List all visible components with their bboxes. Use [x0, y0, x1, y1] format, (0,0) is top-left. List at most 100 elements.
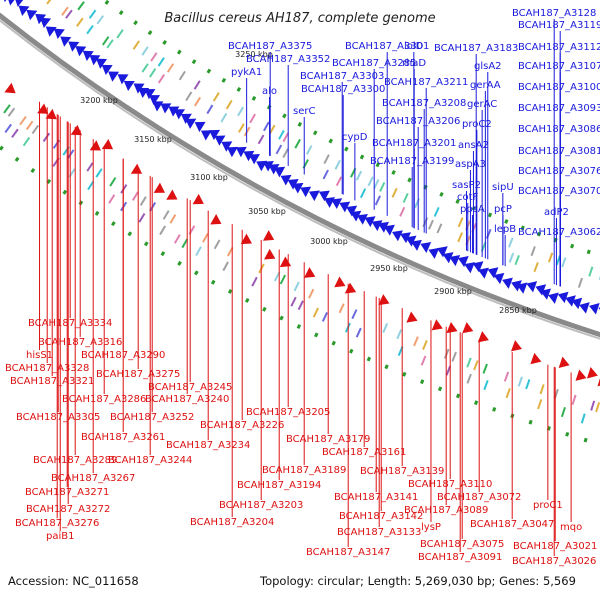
reverse-gene-label[interactable]: BCAH187_A3276 [15, 518, 99, 529]
reverse-gene-label[interactable]: BCAH187_A3245 [148, 382, 232, 393]
reverse-gene-label[interactable]: BCAH187_A3047 [470, 519, 554, 530]
reverse-gene-label[interactable]: BCAH187_A3234 [166, 440, 250, 451]
reverse-gene-label[interactable]: BCAH187_A3261 [81, 432, 165, 443]
forward-gene-label[interactable]: sipU [492, 182, 514, 193]
forward-gene-label[interactable]: cypD [342, 132, 368, 143]
reverse-gene-label[interactable]: mqo [560, 522, 582, 533]
forward-gene-label[interactable]: alo [262, 86, 277, 97]
reverse-gene-label[interactable]: BCAH187_A3267 [51, 473, 135, 484]
reverse-gene-label[interactable]: BCAH187_A3271 [25, 487, 109, 498]
reverse-gene-label[interactable]: BCAH187_A3205 [246, 407, 330, 418]
reverse-gene-label[interactable]: BCAH187_A3334 [28, 318, 112, 329]
reverse-gene-label[interactable]: BCAH187_A3328 [5, 363, 89, 374]
reverse-gene-label[interactable]: BCAH187_A3091 [418, 552, 502, 563]
forward-gene-label[interactable]: serC [293, 106, 315, 117]
forward-gene-label[interactable]: BCAH187_A3112 [518, 42, 600, 53]
reverse-gene-label[interactable]: BCAH187_A3203 [219, 500, 303, 511]
reverse-gene-label[interactable]: BCAH187_A3272 [26, 504, 110, 515]
forward-gene-label[interactable]: gerAA [470, 80, 501, 91]
reverse-gene-label[interactable]: BCAH187_A3110 [408, 479, 492, 490]
forward-gene-label[interactable]: ppsA [460, 204, 485, 215]
forward-gene-label[interactable]: BCAH187_A3199 [370, 156, 454, 167]
cog-function-bar [560, 407, 566, 418]
cog-function-bar [251, 276, 258, 287]
forward-gene-label[interactable]: BCAH187_A3303 [300, 71, 384, 82]
reverse-gene-label[interactable]: BCAH187_A3161 [322, 447, 406, 458]
reverse-gene-arrow [446, 321, 458, 334]
reverse-gene-label[interactable]: BCAH187_A3142 [339, 511, 423, 522]
reverse-gene-label[interactable]: BCAH187_A3252 [110, 412, 194, 423]
forward-gene-label[interactable]: BCAH187_A3206 [376, 116, 460, 127]
reverse-gene-label[interactable]: BCAH187_A3075 [420, 539, 504, 550]
forward-gene-label[interactable]: pcP [494, 204, 512, 215]
reverse-gene-label[interactable]: BCAH187_A3072 [437, 492, 521, 503]
forward-gene-label[interactable]: BCAH187_A3300 [301, 84, 385, 95]
forward-gene-label[interactable]: BCAH187_A3208 [382, 98, 466, 109]
forward-gene-arrow [144, 89, 156, 100]
reverse-gene-label[interactable]: BCAH187_A3189 [262, 465, 346, 476]
reverse-gene-label[interactable]: BCAH187_A3204 [190, 517, 274, 528]
reverse-gene-label[interactable]: lysP [421, 522, 441, 533]
forward-gene-label[interactable]: BCAH187_A3107 [518, 61, 600, 72]
reverse-gene-label[interactable]: BCAH187_A3141 [334, 492, 418, 503]
forward-gene-label[interactable]: sasP2 [452, 180, 481, 191]
forward-gene-label[interactable]: BCAH187_A3375 [228, 41, 312, 52]
reverse-gene-label[interactable]: BCAH187_A3321 [10, 376, 94, 387]
forward-gene-label[interactable]: BCAH187_A3201 [372, 138, 456, 149]
reverse-gene-label[interactable]: BCAH187_A3305 [16, 412, 100, 423]
reverse-gene-label[interactable]: BCAH187_A3286 [62, 394, 146, 405]
forward-gene-label[interactable]: lolD [404, 41, 424, 52]
forward-gene-label[interactable]: BCAH187_A3081 [518, 146, 600, 157]
scale-tick [210, 279, 216, 285]
forward-gene-label[interactable]: glsA2 [474, 61, 502, 72]
reverse-gene-label[interactable]: BCAH187_A3316 [38, 337, 122, 348]
reverse-gene-label[interactable]: BCAH187_A3179 [286, 434, 370, 445]
reverse-gene-label[interactable]: hisS1 [26, 350, 53, 361]
forward-gene-label[interactable]: lepB [494, 224, 516, 235]
forward-gene-label[interactable]: BCAH187_A3183 [434, 43, 518, 54]
forward-gene-label[interactable]: BCAH187_A3100 [518, 82, 600, 93]
forward-gene-label[interactable]: proC2 [462, 119, 492, 130]
forward-gene-label[interactable]: BCAH187_A3352 [246, 54, 330, 65]
reverse-gene-label[interactable]: BCAH187_A3244 [108, 455, 192, 466]
reverse-gene-label[interactable]: BCAH187_A3147 [306, 547, 390, 558]
forward-gene-label[interactable]: BCAH187_A3301 [345, 41, 429, 52]
scale-tick [147, 30, 153, 36]
reverse-gene-label[interactable]: proC1 [533, 500, 563, 511]
forward-gene-label[interactable]: gerAC [467, 99, 497, 110]
reverse-gene-arrow [304, 267, 316, 278]
reverse-gene-label[interactable]: BCAH187_A3290 [81, 350, 165, 361]
forward-gene-label[interactable]: BCAH187_A3211 [384, 77, 468, 88]
forward-gene-label[interactable]: BCAH187_A3285 [332, 58, 416, 69]
reverse-gene-label[interactable]: BCAH187_A3226 [200, 420, 284, 431]
reverse-gene-label[interactable]: BCAH187_A3089 [404, 505, 488, 516]
forward-gene-label[interactable]: pykA1 [231, 67, 262, 78]
forward-gene-label[interactable]: BCAH187_A3070 [518, 186, 600, 197]
forward-gene-label[interactable]: ansA2 [458, 140, 489, 151]
reverse-gene-label[interactable]: BCAH187_A3026 [512, 556, 596, 567]
reverse-gene-label[interactable]: BCAH187_A3289 [33, 455, 117, 466]
forward-gene-label[interactable]: BCAH187_A3062 [518, 227, 600, 238]
cog-function-bar [278, 129, 285, 140]
reverse-gene-label[interactable]: BCAH187_A3275 [96, 369, 180, 380]
forward-gene-label[interactable]: rhaD [402, 58, 426, 69]
reverse-gene-label[interactable]: BCAH187_A3139 [360, 466, 444, 477]
cog-function-bar [420, 355, 427, 366]
reverse-gene-label[interactable]: BCAH187_A3133 [337, 527, 421, 538]
forward-gene-arrow [292, 182, 304, 194]
reverse-gene-label[interactable]: paiB1 [46, 531, 74, 542]
forward-gene-label[interactable]: BCAH187_A3128 [512, 8, 596, 19]
forward-gene-arrow [75, 46, 87, 57]
forward-gene-label[interactable]: BCAH187_A3093 [518, 103, 600, 114]
forward-gene-label[interactable]: aspA3 [455, 159, 486, 170]
reverse-gene-label[interactable]: BCAH187_A3021 [513, 541, 597, 552]
forward-gene-label[interactable]: cotF [457, 192, 479, 203]
forward-gene-label[interactable]: BCAH187_A3086 [518, 124, 600, 135]
forward-gene-label[interactable]: BCAH187_A3119 [518, 20, 600, 31]
reverse-gene-label[interactable]: BCAH187_A3194 [237, 480, 321, 491]
forward-gene-label[interactable]: BCAH187_A3076 [518, 166, 600, 177]
cog-function-bar [157, 57, 165, 67]
reverse-gene-label[interactable]: BCAH187_A3240 [145, 394, 229, 405]
cog-function-bar [195, 246, 202, 256]
forward-gene-label[interactable]: adP2 [544, 207, 569, 218]
